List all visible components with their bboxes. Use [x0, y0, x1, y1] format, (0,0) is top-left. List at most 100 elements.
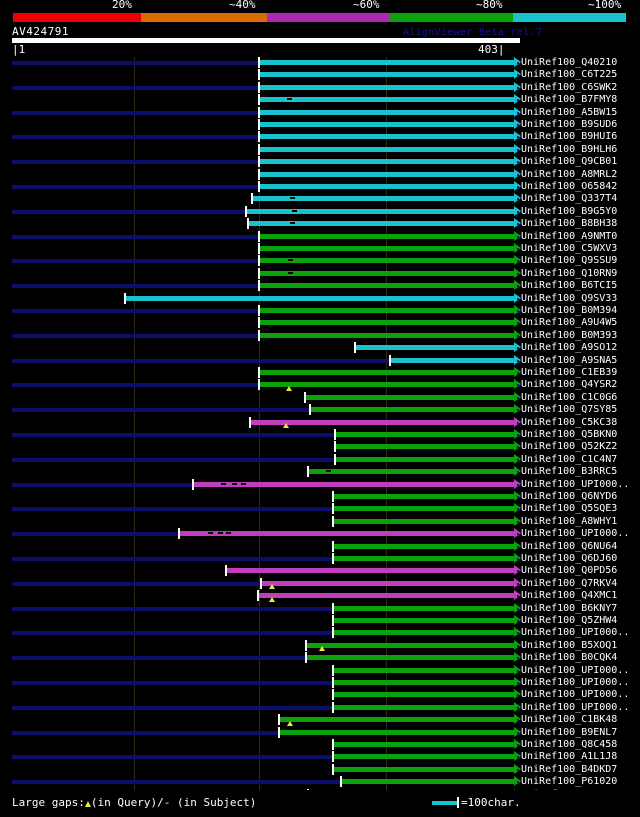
subject-id-label[interactable]: UniRef100_B9HLH6: [521, 143, 618, 155]
alignment-row[interactable]: UniRef100_Q0PD56: [0, 565, 640, 577]
hsp-bar[interactable]: [260, 580, 514, 586]
hsp-bar[interactable]: [258, 60, 514, 65]
hsp-bar[interactable]: [258, 171, 514, 177]
alignment-row[interactable]: UniRef100_Q9CB01: [0, 156, 640, 168]
subject-id-label[interactable]: UniRef100_B8BH38: [521, 218, 618, 230]
subject-id-label[interactable]: UniRef100_UPI000..: [521, 788, 629, 790]
alignment-row[interactable]: UniRef100_Q5SQE3: [0, 503, 640, 515]
alignment-row[interactable]: UniRef100_B7FMY8: [0, 94, 640, 106]
subject-id-label[interactable]: UniRef100_Q9SV33: [521, 292, 618, 304]
subject-id-label[interactable]: UniRef100_B9ENL7: [521, 726, 618, 738]
alignment-row[interactable]: UniRef100_Q5BKN0: [0, 429, 640, 441]
hsp-bar[interactable]: [332, 506, 514, 512]
alignment-row[interactable]: UniRef100_Q9SSU9: [0, 255, 640, 267]
subject-id-label[interactable]: UniRef100_UPI000..: [521, 528, 630, 540]
hsp-bar[interactable]: [332, 543, 514, 549]
subject-id-label[interactable]: UniRef100_UPI000..: [521, 664, 630, 676]
subject-id-label[interactable]: UniRef100_B6TCI5: [521, 280, 618, 292]
hsp-bar[interactable]: [332, 605, 514, 611]
hsp-bar[interactable]: [258, 382, 514, 388]
hsp-bar[interactable]: [305, 642, 514, 648]
hsp-bar[interactable]: [278, 729, 514, 735]
subject-id-label[interactable]: UniRef100_Q5ZHW4: [521, 615, 618, 626]
alignment-row[interactable]: UniRef100_C5KC38: [0, 416, 640, 429]
subject-id-label[interactable]: UniRef100_B0M394: [521, 305, 618, 316]
alignment-row[interactable]: UniRef100_B9HLH6: [0, 143, 640, 156]
alignment-row[interactable]: UniRef100_B9HUI6: [0, 131, 640, 143]
alignment-row[interactable]: UniRef100_UPI000..: [0, 664, 640, 677]
subject-id-label[interactable]: UniRef100_B9SUD6: [521, 119, 618, 130]
alignment-rows-area[interactable]: UniRef100_Q40210 UniRef100_C6T225 UniRef10…: [0, 57, 640, 790]
subject-id-label[interactable]: UniRef100_UPI000..: [521, 677, 630, 688]
subject-id-label[interactable]: UniRef100_Q9CB01: [521, 156, 618, 168]
alignment-row[interactable]: UniRef100_B6TCI5: [0, 280, 640, 292]
hsp-bar[interactable]: [258, 246, 514, 251]
hsp-bar[interactable]: [258, 159, 514, 165]
subject-id-label[interactable]: UniRef100_B4DKD7: [521, 763, 618, 775]
hsp-bar[interactable]: [258, 308, 514, 313]
alignment-row[interactable]: UniRef100_B4DKD7: [0, 763, 640, 776]
hsp-bar[interactable]: [249, 419, 514, 425]
alignment-row[interactable]: UniRef100_B0M394: [0, 305, 640, 317]
hsp-bar[interactable]: [332, 518, 514, 524]
alignment-row[interactable]: UniRef100_UPI000..: [0, 627, 640, 639]
alignment-row[interactable]: UniRef100_C5WXV3: [0, 243, 640, 255]
subject-id-label[interactable]: UniRef100_UPI000..: [521, 478, 630, 490]
hsp-bar[interactable]: [258, 283, 514, 289]
hsp-bar[interactable]: [305, 655, 514, 661]
alignment-row[interactable]: UniRef100_Q52KZ2: [0, 441, 640, 453]
subject-id-label[interactable]: UniRef100_Q6NYD6: [521, 491, 618, 502]
alignment-row[interactable]: UniRef100_Q4XMC1: [0, 590, 640, 602]
hsp-bar[interactable]: [178, 531, 514, 537]
alignment-row[interactable]: UniRef100_Q9SV33: [0, 292, 640, 305]
alignment-row[interactable]: UniRef100_Q337T4: [0, 193, 640, 205]
alignment-row[interactable]: UniRef100_A8WHY1: [0, 515, 640, 528]
alignment-row[interactable]: UniRef100_Q8C458: [0, 739, 640, 751]
hsp-bar[interactable]: [258, 184, 514, 189]
subject-id-label[interactable]: UniRef100_B7FMY8: [521, 94, 618, 106]
hsp-bar[interactable]: [332, 704, 514, 710]
subject-id-label[interactable]: UniRef100_A9SNA5: [521, 354, 618, 366]
alignment-row[interactable]: UniRef100_B8BH38: [0, 218, 640, 230]
hsp-bar[interactable]: [247, 221, 514, 227]
alignment-row[interactable]: UniRef100_B5XOQ1: [0, 639, 640, 652]
subject-id-label[interactable]: UniRef100_B0M393: [521, 329, 618, 341]
hsp-bar[interactable]: [258, 122, 514, 127]
hsp-bar[interactable]: [278, 717, 514, 723]
hsp-bar[interactable]: [334, 456, 514, 462]
hsp-bar[interactable]: [332, 680, 514, 685]
alignment-row[interactable]: UniRef100_Q6NYD6: [0, 491, 640, 503]
alignment-row[interactable]: UniRef100_P61020: [0, 776, 640, 788]
alignment-row[interactable]: UniRef100_C1C4N7: [0, 453, 640, 466]
subject-id-label[interactable]: UniRef100_Q52KZ2: [521, 441, 618, 453]
alignment-row[interactable]: UniRef100_B9ENL7: [0, 726, 640, 739]
alignment-row[interactable]: UniRef100_O65842: [0, 181, 640, 193]
alignment-row[interactable]: UniRef100_B9SUD6: [0, 119, 640, 131]
subject-id-label[interactable]: UniRef100_A9U4W5: [521, 317, 618, 329]
hsp-bar[interactable]: [245, 208, 514, 214]
subject-id-label[interactable]: UniRef100_UPI000..: [521, 627, 630, 639]
alignment-row[interactable]: UniRef100_UPI000..: [0, 788, 640, 790]
alignment-row[interactable]: UniRef100_Q5ZHW4: [0, 615, 640, 627]
subject-id-label[interactable]: UniRef100_Q337T4: [521, 193, 618, 205]
subject-id-label[interactable]: UniRef100_O65842: [521, 181, 618, 192]
hsp-bar[interactable]: [257, 593, 514, 599]
subject-id-label[interactable]: UniRef100_B6KNY7: [521, 602, 618, 614]
subject-id-label[interactable]: UniRef100_C1BK48: [521, 714, 618, 726]
subject-id-label[interactable]: UniRef100_A8WHY1: [521, 515, 618, 527]
hsp-bar[interactable]: [258, 320, 514, 326]
alignment-row[interactable]: UniRef100_B0M393: [0, 329, 640, 342]
subject-id-label[interactable]: UniRef100_B9HUI6: [521, 131, 618, 143]
alignment-row[interactable]: UniRef100_A1L1J8: [0, 751, 640, 763]
alignment-row[interactable]: UniRef100_C6SWK2: [0, 81, 640, 94]
hsp-bar[interactable]: [258, 97, 514, 103]
hsp-bar[interactable]: [332, 766, 514, 772]
subject-id-label[interactable]: UniRef100_B0CQK4: [521, 652, 618, 664]
subject-id-label[interactable]: UniRef100_C5WXV3: [521, 243, 618, 254]
alignment-row[interactable]: UniRef100_B9G5Y0: [0, 205, 640, 218]
subject-id-label[interactable]: UniRef100_Q0PD56: [521, 565, 618, 577]
hsp-bar[interactable]: [258, 134, 514, 140]
hsp-bar[interactable]: [332, 692, 514, 698]
alignment-row[interactable]: UniRef100_Q7SY85: [0, 404, 640, 416]
hsp-bar[interactable]: [258, 109, 514, 115]
